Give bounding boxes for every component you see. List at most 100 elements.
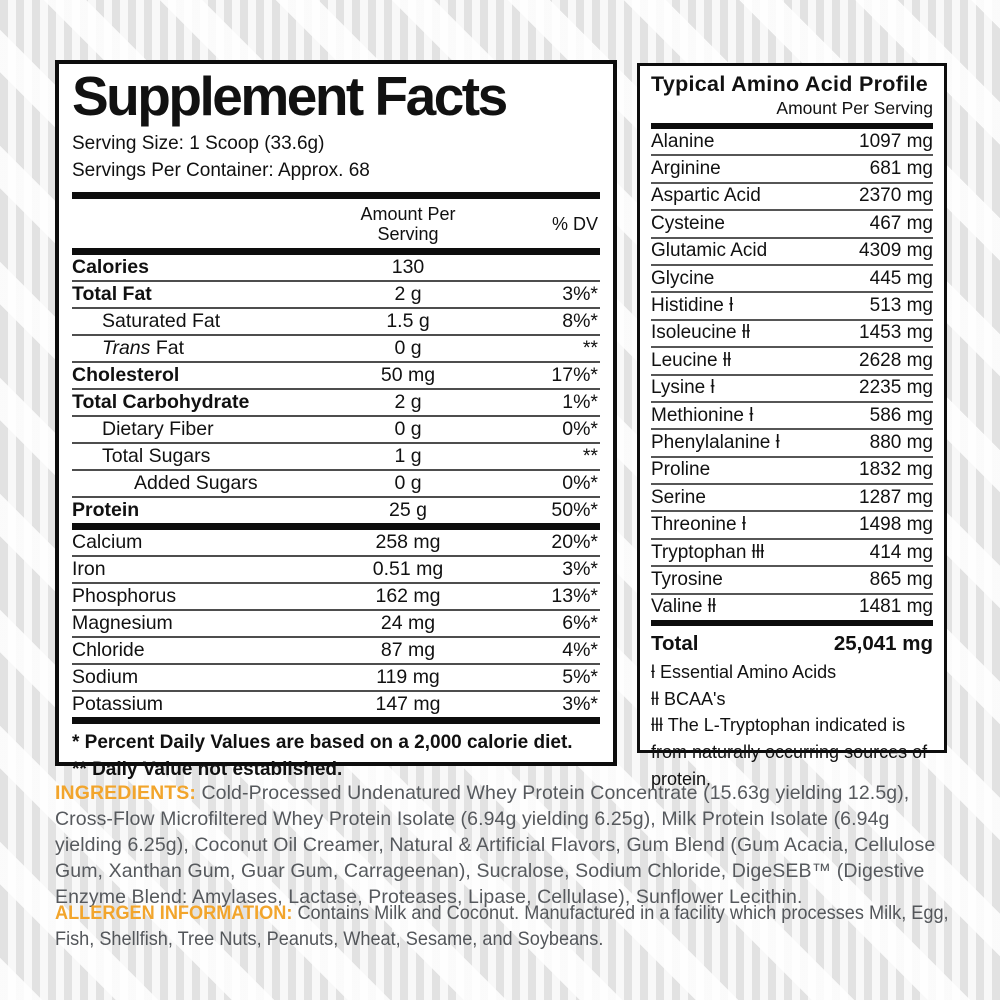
footnote-dv-not-established: ** Daily Value not established.: [72, 758, 343, 780]
amino-value: 2370 mg: [859, 185, 933, 207]
amino-row: Glycine 445 mg: [651, 266, 933, 294]
row-amount: 2 g: [394, 391, 422, 414]
supplement-facts-panel: Supplement Facts Serving Size: 1 Scoop (…: [55, 60, 617, 780]
row-dv: 13%*: [551, 585, 598, 608]
nutrition-row: Added Sugars 0 g 0%*: [72, 471, 600, 499]
row-label: Calories: [72, 256, 149, 279]
amino-value: 586 mg: [869, 404, 933, 426]
nutrition-row: Sodium 119 mg 5%*: [72, 665, 600, 693]
servings-per-container: Servings Per Container: Approx. 68: [72, 160, 370, 182]
nutrition-row: Dietary Fiber 0 g 0%*: [72, 417, 600, 445]
amount-per-serving-header: Amount Per Serving: [360, 204, 456, 245]
ingredients-text: Cold-Processed Undenatured Whey Protein …: [55, 782, 936, 908]
amino-label: Methionine ƚ: [651, 404, 754, 426]
amino-value: 880 mg: [869, 431, 933, 453]
amino-amount-header: Amount Per Serving: [776, 98, 933, 118]
row-amount: 162 mg: [375, 585, 441, 608]
nutrition-row: Potassium 147 mg 3%*: [72, 692, 600, 717]
amino-row: Serine 1287 mg: [651, 485, 933, 513]
amino-row: Tyrosine 865 mg: [651, 567, 933, 595]
row-label: Added Sugars: [134, 472, 258, 495]
divider-thick: [72, 717, 600, 725]
row-dv: 3%*: [562, 558, 598, 581]
divider-thick: [651, 123, 933, 129]
row-amount: 87 mg: [380, 639, 436, 662]
allergen-text: Contains Milk and Coconut. Manufactured …: [55, 902, 949, 950]
amino-row: Valine ƚƚ 1481 mg: [651, 595, 933, 620]
row-amount: 1 g: [394, 445, 422, 468]
amino-label: Isoleucine ƚƚ: [651, 322, 751, 344]
row-label: Calcium: [72, 531, 143, 554]
row-amount: 0 g: [394, 472, 422, 495]
amino-row: Histidine ƚ 513 mg: [651, 293, 933, 321]
row-amount: 0 g: [394, 337, 422, 360]
nutrition-row: Total Fat 2 g 3%*: [72, 282, 600, 310]
amino-value: 1498 mg: [859, 514, 933, 536]
row-dv: **: [582, 445, 598, 468]
amino-total-row: Total 25,041 mg: [651, 626, 933, 659]
row-label: Potassium: [72, 693, 164, 716]
row-amount: 1.5 g: [386, 310, 430, 333]
amino-row: Isoleucine ƚƚ 1453 mg: [651, 321, 933, 349]
percent-dv-header: % DV: [551, 213, 598, 234]
legend-tryptophan: ƚƚƚ The L-Tryptophan indicated is from n…: [651, 715, 928, 789]
amino-label: Aspartic Acid: [651, 185, 761, 207]
amino-label: Threonine ƚ: [651, 514, 747, 536]
amino-row: Phenylalanine ƚ 880 mg: [651, 430, 933, 458]
amino-row: Methionine ƚ 586 mg: [651, 403, 933, 431]
row-label: Sodium: [72, 666, 139, 689]
row-label: Saturated Fat: [102, 310, 221, 333]
amino-rows: Alanine 1097 mg Arginine 681 mg Aspartic Aci…: [651, 129, 933, 620]
row-dv: **: [582, 337, 598, 360]
amino-label: Glutamic Acid: [651, 240, 768, 262]
amino-label: Arginine: [651, 158, 721, 180]
nutrition-row: Calcium 258 mg 20%*: [72, 530, 600, 558]
row-amount: 258 mg: [375, 531, 441, 554]
amino-value: 681 mg: [869, 158, 933, 180]
row-label: Protein: [72, 499, 140, 522]
amino-label: Histidine ƚ: [651, 295, 734, 317]
nutrition-row: Iron 0.51 mg 3%*: [72, 557, 600, 585]
amino-value: 2235 mg: [859, 377, 933, 399]
nutrition-column-headers: Amount Per Serving % DV: [72, 199, 600, 248]
row-dv: 0%*: [562, 418, 598, 441]
nutrition-row: Total Carbohydrate 2 g 1%*: [72, 390, 600, 418]
row-label: Phosphorus: [72, 585, 177, 608]
nutrition-row: Saturated Fat 1.5 g 8%*: [72, 309, 600, 337]
amino-profile-title: Typical Amino Acid Profile: [651, 72, 928, 96]
nutrition-row: Trans Fat 0 g **: [72, 336, 600, 364]
divider-thick: [72, 523, 600, 531]
row-dv: 6%*: [562, 612, 598, 635]
amino-row: Leucine ƚƚ 2628 mg: [651, 348, 933, 376]
amino-value: 1287 mg: [859, 486, 933, 508]
row-amount: 0.51 mg: [372, 558, 444, 581]
row-amount: 2 g: [394, 283, 422, 306]
row-amount: 24 mg: [380, 612, 436, 635]
nutrition-row: Protein 25 g 50%*: [72, 498, 600, 523]
row-dv: 3%*: [562, 693, 598, 716]
ingredients-heading: INGREDIENTS:: [55, 782, 202, 804]
amino-value: 865 mg: [869, 568, 933, 590]
row-dv: 5%*: [562, 666, 598, 689]
divider-thick: [72, 248, 600, 256]
amino-label: Alanine: [651, 130, 715, 152]
amino-value: 4309 mg: [859, 240, 933, 262]
allergen-paragraph: ALLERGEN INFORMATION: Contains Milk and …: [55, 901, 957, 952]
serving-size: Serving Size: 1 Scoop (33.6g): [72, 133, 325, 155]
legend-bcaa: ƚƚ BCAA's: [651, 688, 726, 709]
amino-label: Glycine: [651, 267, 715, 289]
row-dv: 50%*: [551, 499, 598, 522]
row-dv: 0%*: [562, 472, 598, 495]
row-label: Chloride: [72, 639, 145, 662]
nutrition-row: Total Sugars 1 g **: [72, 444, 600, 472]
amino-value: 1453 mg: [859, 322, 933, 344]
amino-label: Tyrosine: [651, 568, 723, 590]
amino-value: 414 mg: [869, 541, 933, 563]
row-label: Cholesterol: [72, 364, 180, 387]
row-amount: 119 mg: [376, 666, 440, 689]
amino-total-value: 25,041 mg: [833, 632, 933, 656]
row-label: Magnesium: [72, 612, 173, 635]
amino-row: Proline 1832 mg: [651, 458, 933, 486]
amino-label: Proline: [651, 459, 711, 481]
amino-value: 513 mg: [869, 295, 933, 317]
